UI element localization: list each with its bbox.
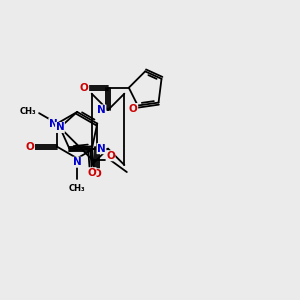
Text: N: N [73, 157, 82, 167]
Text: O: O [93, 169, 102, 179]
Text: O: O [80, 83, 88, 93]
Text: CH₃: CH₃ [20, 107, 36, 116]
Text: O: O [129, 103, 138, 113]
Text: CH₃: CH₃ [69, 184, 85, 193]
Text: N: N [97, 105, 106, 115]
Text: O: O [87, 168, 96, 178]
Text: N: N [49, 118, 58, 128]
Text: O: O [26, 142, 34, 152]
Text: N: N [56, 122, 64, 133]
Text: O: O [106, 151, 115, 161]
Text: N: N [97, 144, 106, 154]
